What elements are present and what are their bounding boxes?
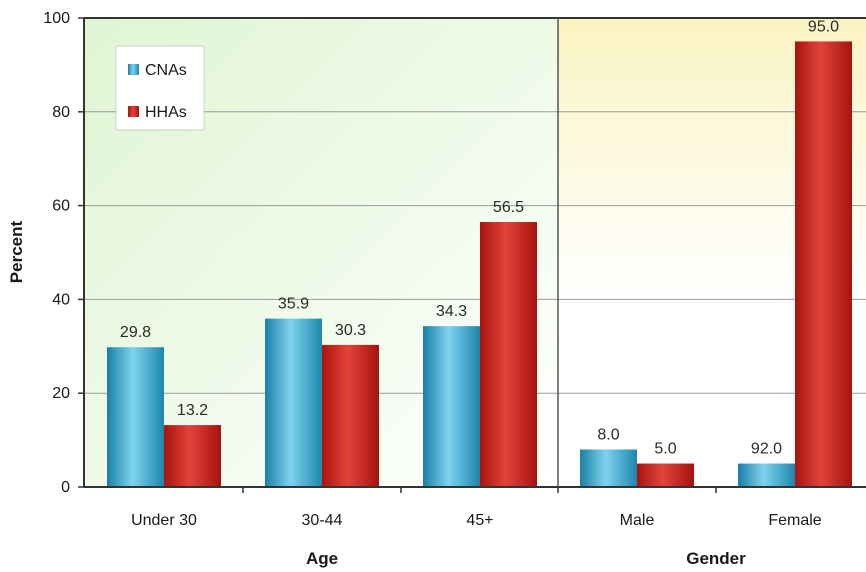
x-tick-label: Female — [768, 512, 821, 529]
bar-cnas-4 — [738, 463, 795, 487]
data-label-cnas-2: 34.3 — [436, 303, 467, 320]
group-label-gender: Gender — [686, 549, 746, 568]
legend-label-hhas: HHAs — [145, 104, 187, 121]
legend-label-cnas: CNAs — [145, 62, 187, 79]
data-label-hhas-4: 95.0 — [808, 18, 839, 35]
data-label-hhas-3: 5.0 — [654, 441, 676, 458]
legend-swatch-hhas — [128, 106, 139, 117]
group-label-age: Age — [306, 549, 338, 568]
x-tick-label: 30-44 — [302, 512, 343, 529]
bar-cnas-1 — [265, 318, 322, 487]
x-tick-label: Under 30 — [131, 512, 197, 529]
data-labels: 29.8 35.9 34.3 8.0 92.0 13.2 30.3 56.5 5.0 95.0 — [120, 18, 839, 457]
axes — [78, 17, 866, 493]
y-tick-label: 0 — [61, 479, 70, 496]
bar-hhas-4 — [795, 41, 852, 487]
data-label-cnas-3: 8.0 — [597, 426, 619, 443]
legend: CNAs HHAs — [115, 45, 205, 131]
y-tick-label: 20 — [52, 385, 70, 402]
bars — [107, 41, 852, 487]
y-tick-labels: 0 20 40 60 80 100 — [43, 10, 70, 496]
bar-hhas-2 — [480, 222, 537, 487]
bar-hhas-1 — [322, 344, 379, 487]
x-tick-labels: Under 30 30-44 45+ Male Female — [131, 512, 822, 529]
data-label-cnas-4: 92.0 — [751, 441, 782, 458]
x-tick-label: Male — [620, 512, 655, 529]
bar-cnas-3 — [580, 449, 637, 487]
bar-hhas-0 — [164, 425, 221, 487]
data-label-hhas-0: 13.2 — [177, 402, 208, 419]
y-tick-label: 60 — [52, 198, 70, 215]
y-tick-label: 80 — [52, 104, 70, 121]
data-label-cnas-1: 35.9 — [278, 296, 309, 313]
group-labels: Age Gender — [306, 549, 746, 568]
bar-cnas-0 — [107, 347, 164, 487]
y-axis-title: Percent — [7, 220, 26, 283]
bar-hhas-3 — [637, 463, 694, 487]
data-label-cnas-0: 29.8 — [120, 324, 151, 341]
bar-cnas-2 — [423, 326, 480, 487]
data-label-hhas-2: 56.5 — [493, 199, 524, 216]
x-tick-label: 45+ — [466, 512, 493, 529]
legend-swatch-cnas — [128, 64, 139, 75]
data-label-hhas-1: 30.3 — [335, 322, 366, 339]
y-tick-label: 40 — [52, 291, 70, 308]
y-tick-label: 100 — [43, 10, 70, 27]
